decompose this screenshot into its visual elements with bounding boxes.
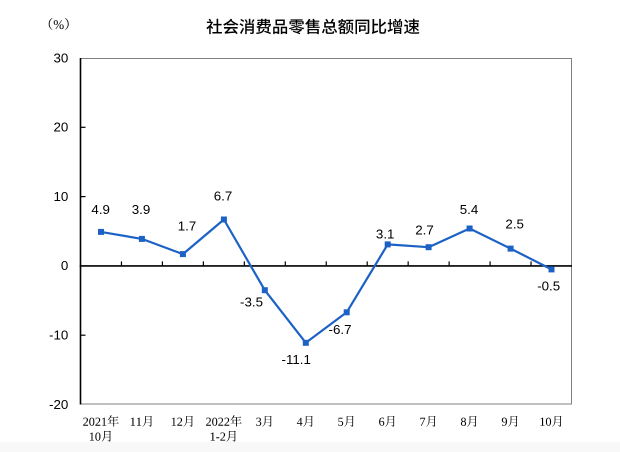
svg-text:1.7: 1.7 — [178, 218, 197, 233]
svg-text:-3.5: -3.5 — [240, 295, 263, 310]
svg-text:2.7: 2.7 — [415, 223, 434, 238]
svg-text:30: 30 — [53, 50, 68, 65]
svg-text:20: 20 — [53, 120, 68, 135]
svg-text:-10: -10 — [49, 328, 68, 343]
svg-text:-0.5: -0.5 — [537, 279, 560, 294]
svg-text:6.7: 6.7 — [214, 189, 233, 204]
svg-text:4.9: 4.9 — [91, 202, 110, 217]
svg-text:10: 10 — [53, 189, 68, 204]
svg-text:5.4: 5.4 — [460, 202, 479, 217]
svg-text:2.5: 2.5 — [505, 216, 524, 231]
svg-text:3.1: 3.1 — [376, 227, 395, 242]
svg-text:3.9: 3.9 — [132, 202, 151, 217]
svg-text:0: 0 — [61, 258, 68, 273]
svg-text:-11.1: -11.1 — [282, 352, 311, 367]
svg-text:-20: -20 — [49, 397, 68, 412]
svg-text:-6.7: -6.7 — [329, 322, 352, 337]
